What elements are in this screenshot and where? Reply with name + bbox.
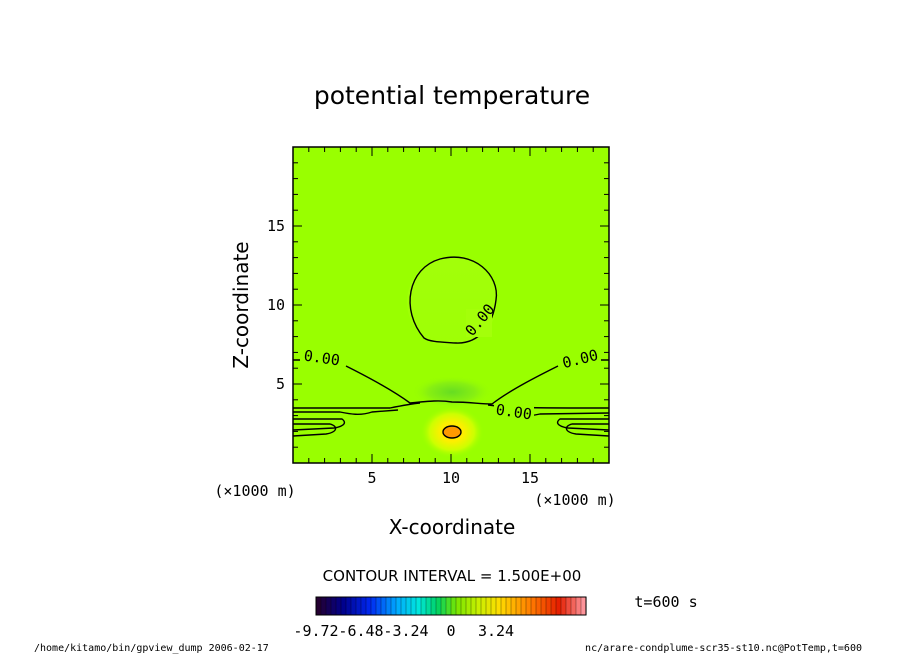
colorbar-segment: [560, 596, 567, 616]
colorbar-tick-label: -6.48: [338, 622, 383, 640]
x-tick-label: 5: [367, 469, 376, 487]
colorbar-segment: [510, 596, 517, 616]
contour-warm-core: [442, 425, 462, 439]
colorbar-segment: [480, 596, 487, 616]
colorbar-segment: [360, 596, 367, 616]
colorbar-segment: [410, 596, 417, 616]
colorbar-tick-label: 3.24: [478, 622, 514, 640]
colorbar-segment: [530, 596, 537, 616]
contour-interval-text: CONTOUR INTERVAL = 1.500E+00: [323, 567, 582, 585]
y-tick-label: 5: [276, 375, 285, 393]
colorbar-segment: [495, 596, 502, 616]
colorbar-segment: [400, 596, 407, 616]
colorbar-segment: [345, 596, 352, 616]
colorbar-segment: [335, 596, 342, 616]
x-unit-label: (×1000 m): [534, 491, 615, 509]
colorbar-segment: [405, 596, 412, 616]
contour-left-lobe-2: [293, 423, 337, 437]
y-tick-label: 10: [267, 296, 285, 314]
time-label: t=600 s: [634, 593, 697, 611]
colorbar-segment: [455, 596, 462, 616]
colorbar-segment: [425, 596, 432, 616]
colorbar-segment: [435, 596, 442, 616]
colorbar-segment: [535, 596, 542, 616]
colorbar-segment: [385, 596, 392, 616]
plot-area: 0.00 0.00 0.00 0.00: [293, 147, 609, 463]
colorbar-segment: [440, 596, 447, 616]
colorbar-segment: [565, 596, 572, 616]
colorbar-segment: [525, 596, 532, 616]
colorbar-segment: [570, 596, 577, 616]
colorbar-segment: [395, 596, 402, 616]
y-axis-title: Z-coordinate: [229, 241, 253, 368]
axes: 5 10 15 5 10 15: [267, 147, 609, 487]
colorbar-segment: [450, 596, 457, 616]
y-unit-label: (×1000 m): [214, 482, 295, 500]
colorbar-tick-label: 0: [446, 622, 455, 640]
colorbar-segment: [340, 596, 347, 616]
colorbar-segment: [375, 596, 382, 616]
colorbar-tick-label: -3.24: [383, 622, 428, 640]
cool-anomaly-fill: [412, 376, 492, 408]
colorbar-segment: [475, 596, 482, 616]
colorbar-segment: [370, 596, 377, 616]
contour-left-lobe-1: [293, 418, 346, 431]
contour-label-lower: 0.00: [495, 401, 533, 424]
colorbar-segment: [415, 596, 422, 616]
colorbar-segment: [575, 596, 582, 616]
colorbar-tick-label: -9.72: [293, 622, 338, 640]
x-tick-label: 15: [521, 469, 539, 487]
colorbar-segment: [550, 596, 557, 616]
y-tick-label: 15: [267, 217, 285, 235]
colorbar-segment: [325, 596, 332, 616]
x-tick-label: 10: [442, 469, 460, 487]
colorbar: [315, 596, 587, 616]
chart-title: potential temperature: [314, 81, 590, 110]
colorbar-segment: [490, 596, 497, 616]
colorbar-segment: [540, 596, 547, 616]
footer-left: /home/kitamo/bin/gpview_dump 2006-02-17: [34, 643, 269, 654]
colorbar-segment: [420, 596, 427, 616]
colorbar-tick-labels: -9.72 -6.48 -3.24 0 3.24: [293, 622, 514, 640]
contour-right-lobe-1: [556, 418, 609, 431]
colorbar-segment: [350, 596, 357, 616]
colorbar-segment: [485, 596, 492, 616]
colorbar-segment: [380, 596, 387, 616]
colorbar-frame: [315, 596, 587, 616]
colorbar-segment: [445, 596, 452, 616]
colorbar-segment: [430, 596, 437, 616]
colorbar-segment: [355, 596, 362, 616]
colorbar-segment: [545, 596, 552, 616]
colorbar-segment: [320, 596, 327, 616]
contour-label-left: 0.00: [303, 347, 341, 370]
colorbar-segment: [515, 596, 522, 616]
colorbar-segment: [390, 596, 397, 616]
colorbar-segment: [505, 596, 512, 616]
contour-upper-loop: [409, 256, 498, 344]
colorbar-segment: [465, 596, 472, 616]
colorbar-segment: [365, 596, 372, 616]
contour-middle: [293, 359, 609, 405]
colorbar-segment: [315, 596, 322, 616]
contour-right-lobe-2: [565, 423, 609, 437]
colorbar-segment: [500, 596, 507, 616]
colorbar-segment: [555, 596, 562, 616]
colorbar-segment: [470, 596, 477, 616]
colorbar-segment: [460, 596, 467, 616]
colorbar-segment: [520, 596, 527, 616]
x-axis-title: X-coordinate: [389, 515, 516, 539]
footer-right: nc/arare-condplume-scr35-st10.nc@PotTemp…: [585, 643, 862, 654]
colorbar-segment: [330, 596, 337, 616]
